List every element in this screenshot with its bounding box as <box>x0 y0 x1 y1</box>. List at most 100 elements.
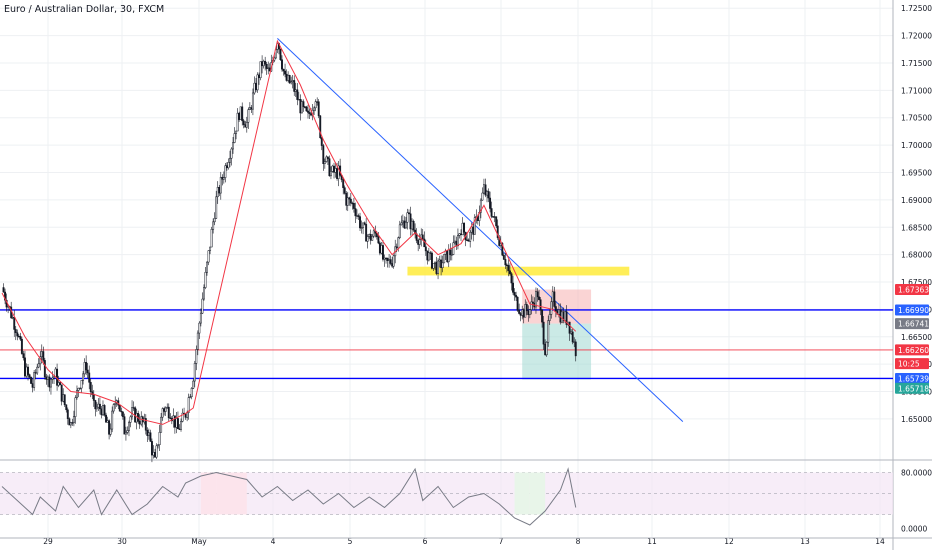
price-badge-label: 1.66990 <box>898 306 929 315</box>
candle-body <box>467 239 470 242</box>
candle-body <box>441 262 444 269</box>
candle-body <box>466 239 469 241</box>
candle-body <box>124 432 127 435</box>
candle-body <box>302 101 305 108</box>
x-tick-label: May <box>191 537 207 546</box>
y-tick-label: 1.69000 <box>901 196 932 205</box>
y-tick-label: 1.70500 <box>901 114 932 123</box>
candle-body <box>314 101 317 109</box>
candle-body <box>352 202 355 209</box>
candle-body <box>573 341 576 343</box>
candle-body <box>248 107 251 111</box>
candle-body <box>285 73 288 81</box>
candle-body <box>392 255 395 267</box>
candle-body <box>120 410 123 413</box>
price-badge <box>895 382 929 394</box>
candle-body <box>180 421 182 430</box>
price-badge <box>895 358 929 370</box>
y-tick-label: 1.72500 <box>901 4 932 13</box>
candle-body <box>201 298 204 314</box>
candle-body <box>313 107 316 111</box>
candle-body <box>138 421 141 425</box>
candle-body <box>525 304 528 312</box>
candle-body <box>542 321 545 345</box>
candle-body <box>261 61 264 67</box>
candle-body <box>382 245 384 260</box>
candle-body <box>74 397 77 417</box>
candle-body <box>490 208 493 217</box>
candle-body <box>365 224 368 242</box>
candle-body <box>40 351 43 357</box>
candle-body <box>175 418 178 428</box>
candle-body <box>264 60 267 65</box>
candle-body <box>184 413 187 418</box>
candle-body <box>418 239 421 245</box>
candle-body <box>351 202 354 205</box>
candle-body <box>198 322 201 334</box>
chart-title: Euro / Australian Dollar, 30, FXCM <box>4 4 165 15</box>
candle-body <box>146 429 149 436</box>
y-tick-label: 1.69500 <box>901 169 932 178</box>
candle-body <box>505 264 508 266</box>
candle-body <box>557 309 560 315</box>
candle-body <box>206 261 208 273</box>
candle-body <box>401 220 404 224</box>
candle-body <box>377 236 380 244</box>
candle-body <box>406 212 409 223</box>
candle-body <box>362 222 365 228</box>
candle-body <box>438 259 441 262</box>
candle-body <box>547 320 550 343</box>
candle-body <box>2 287 5 293</box>
candle-body <box>163 408 166 412</box>
candle-body <box>224 165 227 178</box>
candle-body <box>443 253 446 264</box>
candle-body <box>161 408 164 418</box>
candle-body <box>253 82 256 94</box>
candle-body <box>305 106 308 112</box>
candle-body <box>63 394 66 406</box>
candle-body <box>411 220 413 230</box>
y-tick-label: 1.68500 <box>901 223 932 232</box>
candle-body <box>461 222 464 236</box>
candle-body <box>544 343 547 356</box>
candle-body <box>509 270 511 274</box>
candle-body <box>144 418 147 431</box>
candle-body <box>102 405 104 416</box>
candle-body <box>71 422 74 424</box>
osc-tick-label: 80.0000 <box>901 469 932 478</box>
candle-body <box>530 301 533 310</box>
zone-supply-demand <box>407 266 630 276</box>
candle-body <box>397 237 400 249</box>
candle-body <box>77 387 80 391</box>
candle-body <box>118 404 121 412</box>
candle-body <box>238 112 241 120</box>
candle-body <box>88 372 91 383</box>
candle-body <box>126 430 129 433</box>
candle-body <box>319 115 322 138</box>
candle-body <box>24 357 26 377</box>
candle-body <box>300 101 303 114</box>
price-badge <box>895 304 929 316</box>
candle-body <box>173 415 176 428</box>
y-tick-label: 1.68000 <box>901 251 932 260</box>
x-tick-label: 12 <box>724 537 734 546</box>
candle-body <box>54 368 57 377</box>
candle-body <box>65 404 68 411</box>
candle-body <box>172 415 175 422</box>
candle-body <box>437 260 440 274</box>
candle-body <box>37 363 40 368</box>
candle-body <box>568 321 571 334</box>
candle-body <box>19 336 22 340</box>
candle-body <box>429 252 432 254</box>
candle-body <box>541 309 544 323</box>
candle-body <box>531 301 534 304</box>
candle-body <box>51 377 54 380</box>
candle-body <box>267 67 270 69</box>
candle-body <box>386 257 389 261</box>
candle-body <box>389 259 392 264</box>
candle-body <box>496 225 499 238</box>
candle-body <box>484 184 487 196</box>
candle-body <box>288 75 291 84</box>
candle-body <box>121 411 124 417</box>
candle-body <box>50 379 52 388</box>
